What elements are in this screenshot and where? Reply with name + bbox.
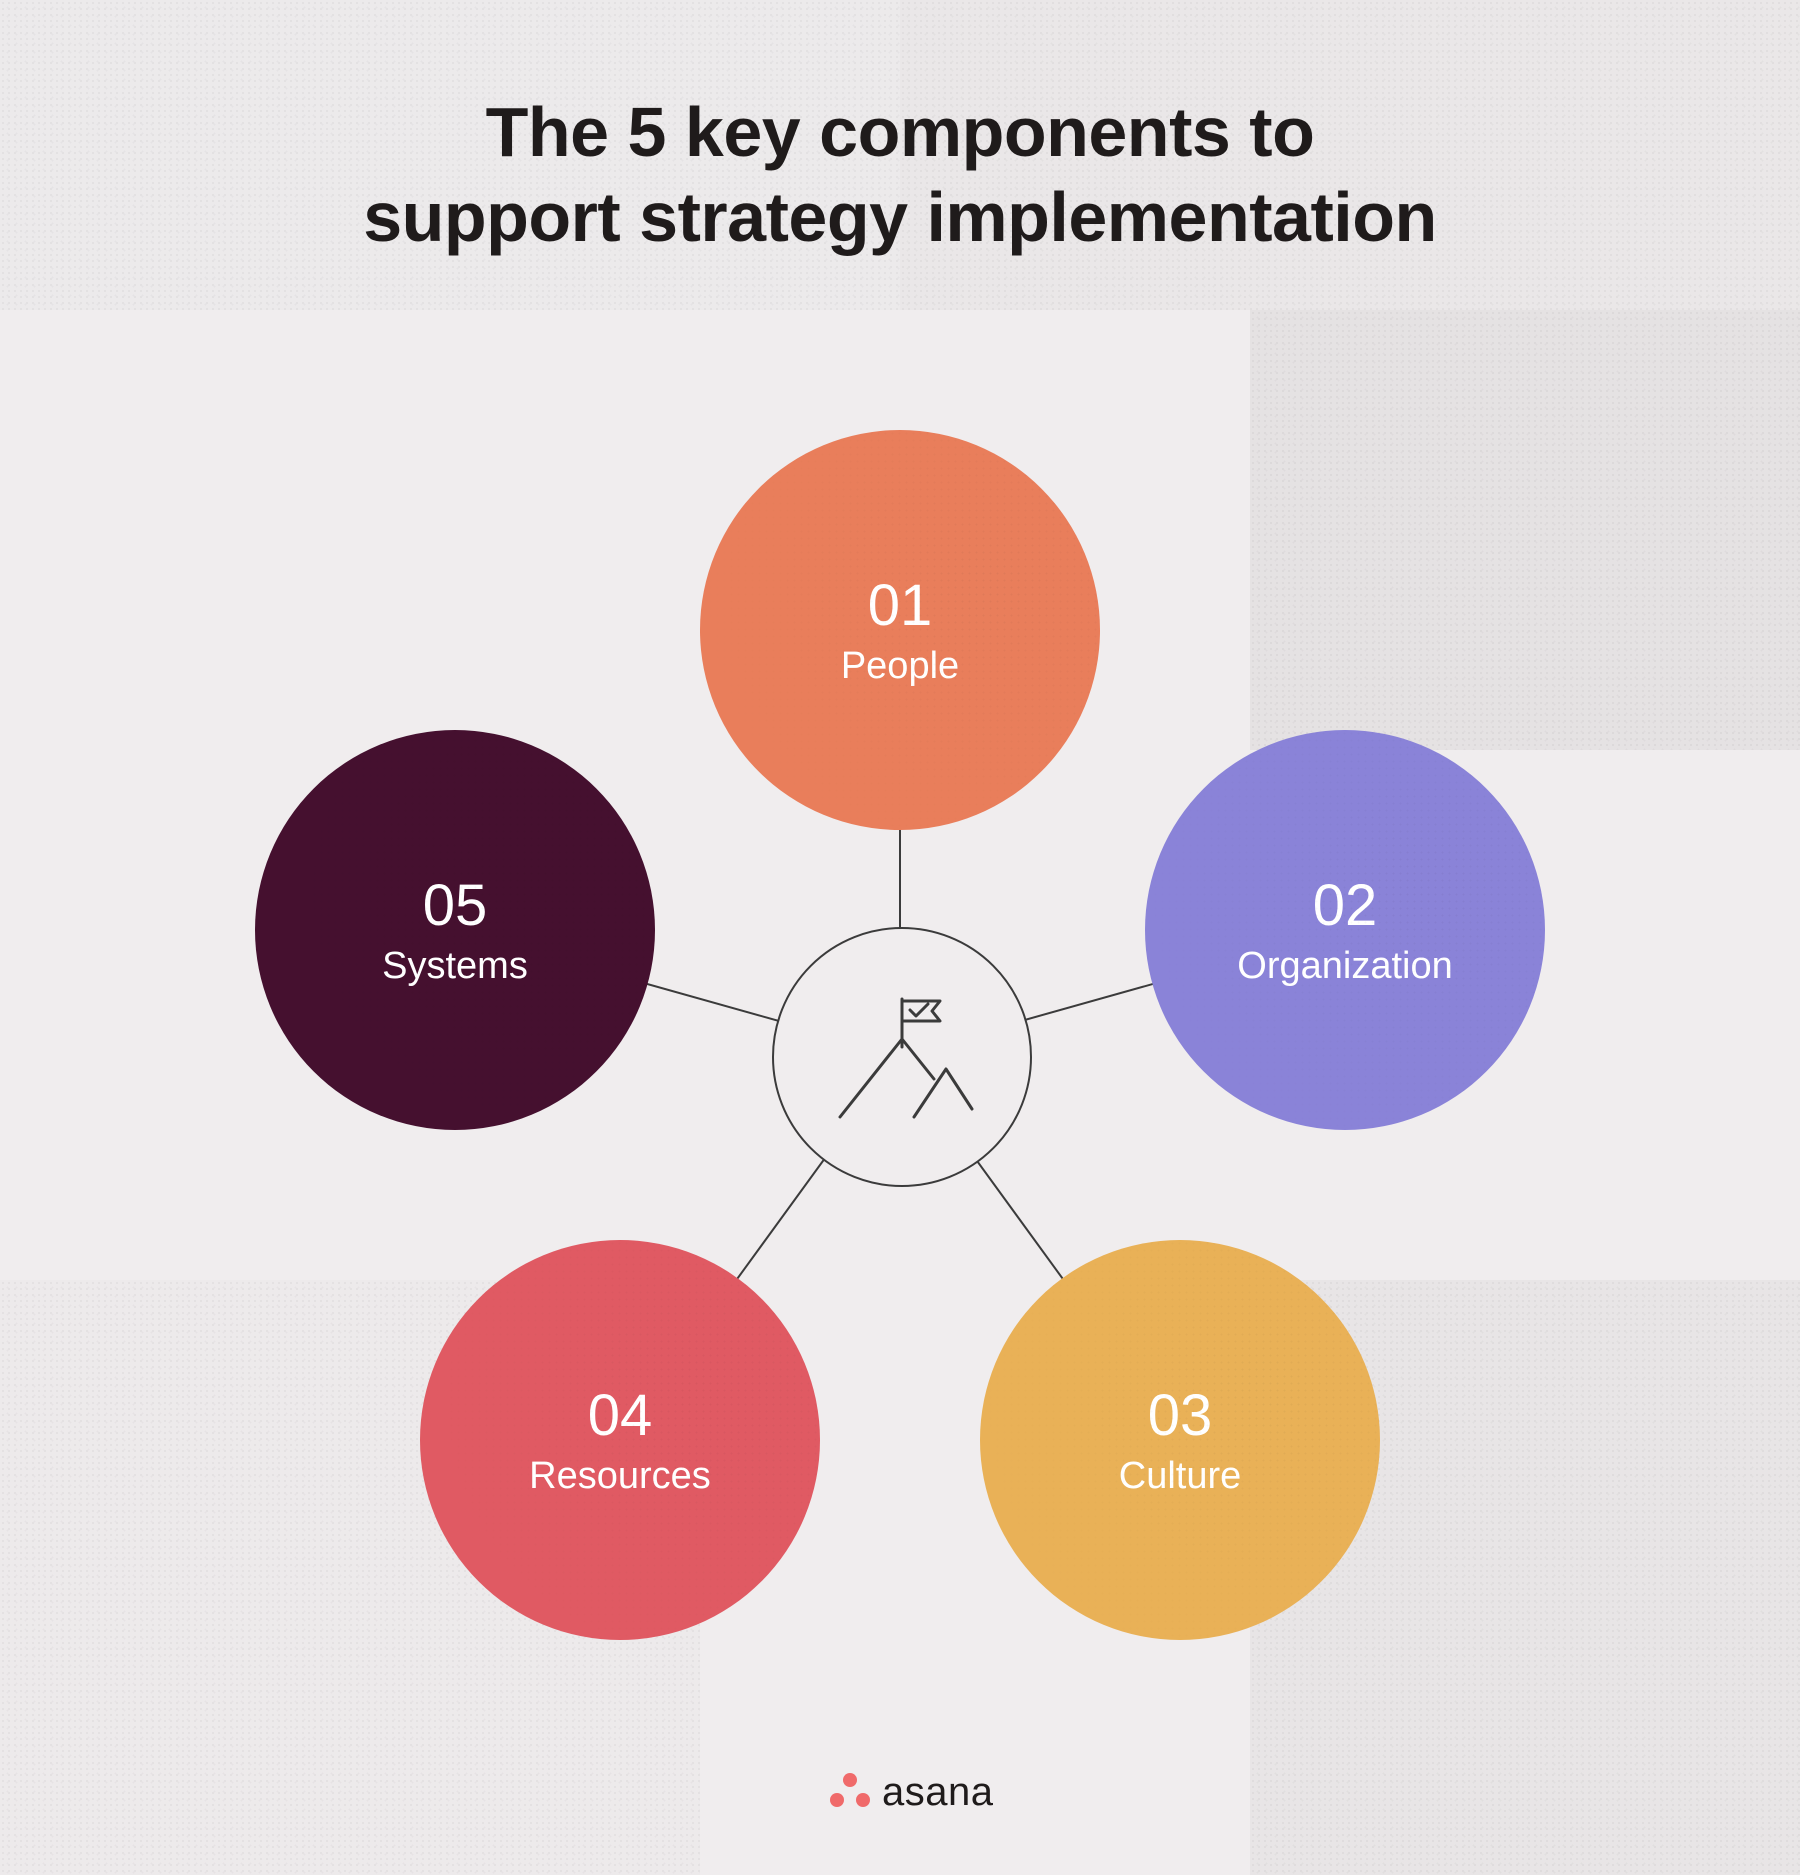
component-node-label: Organization	[1237, 945, 1452, 988]
component-node-number: 02	[1313, 872, 1378, 939]
nodes-layer: 01 People 02 Organization 03 Culture 04 Resourc…	[0, 0, 1800, 1875]
component-node-systems: 05 Systems	[255, 730, 655, 1130]
component-node-number: 05	[423, 872, 488, 939]
infographic-canvas: The 5 key components to support strategy…	[0, 0, 1800, 1875]
component-node-resources: 04 Resources	[420, 1240, 820, 1640]
component-node-organization: 02 Organization	[1145, 730, 1545, 1130]
component-node-people: 01 People	[700, 430, 1100, 830]
brand-logo: asana	[830, 1770, 993, 1815]
component-node-label: Resources	[529, 1455, 711, 1498]
component-node-number: 01	[868, 572, 933, 639]
component-node-label: People	[841, 645, 959, 688]
component-node-number: 03	[1148, 1382, 1213, 1449]
component-node-number: 04	[588, 1382, 653, 1449]
component-node-label: Systems	[382, 945, 528, 988]
component-node-culture: 03 Culture	[980, 1240, 1380, 1640]
component-node-label: Culture	[1119, 1455, 1242, 1498]
asana-dots-icon	[830, 1773, 870, 1813]
brand-logo-text: asana	[882, 1770, 993, 1815]
